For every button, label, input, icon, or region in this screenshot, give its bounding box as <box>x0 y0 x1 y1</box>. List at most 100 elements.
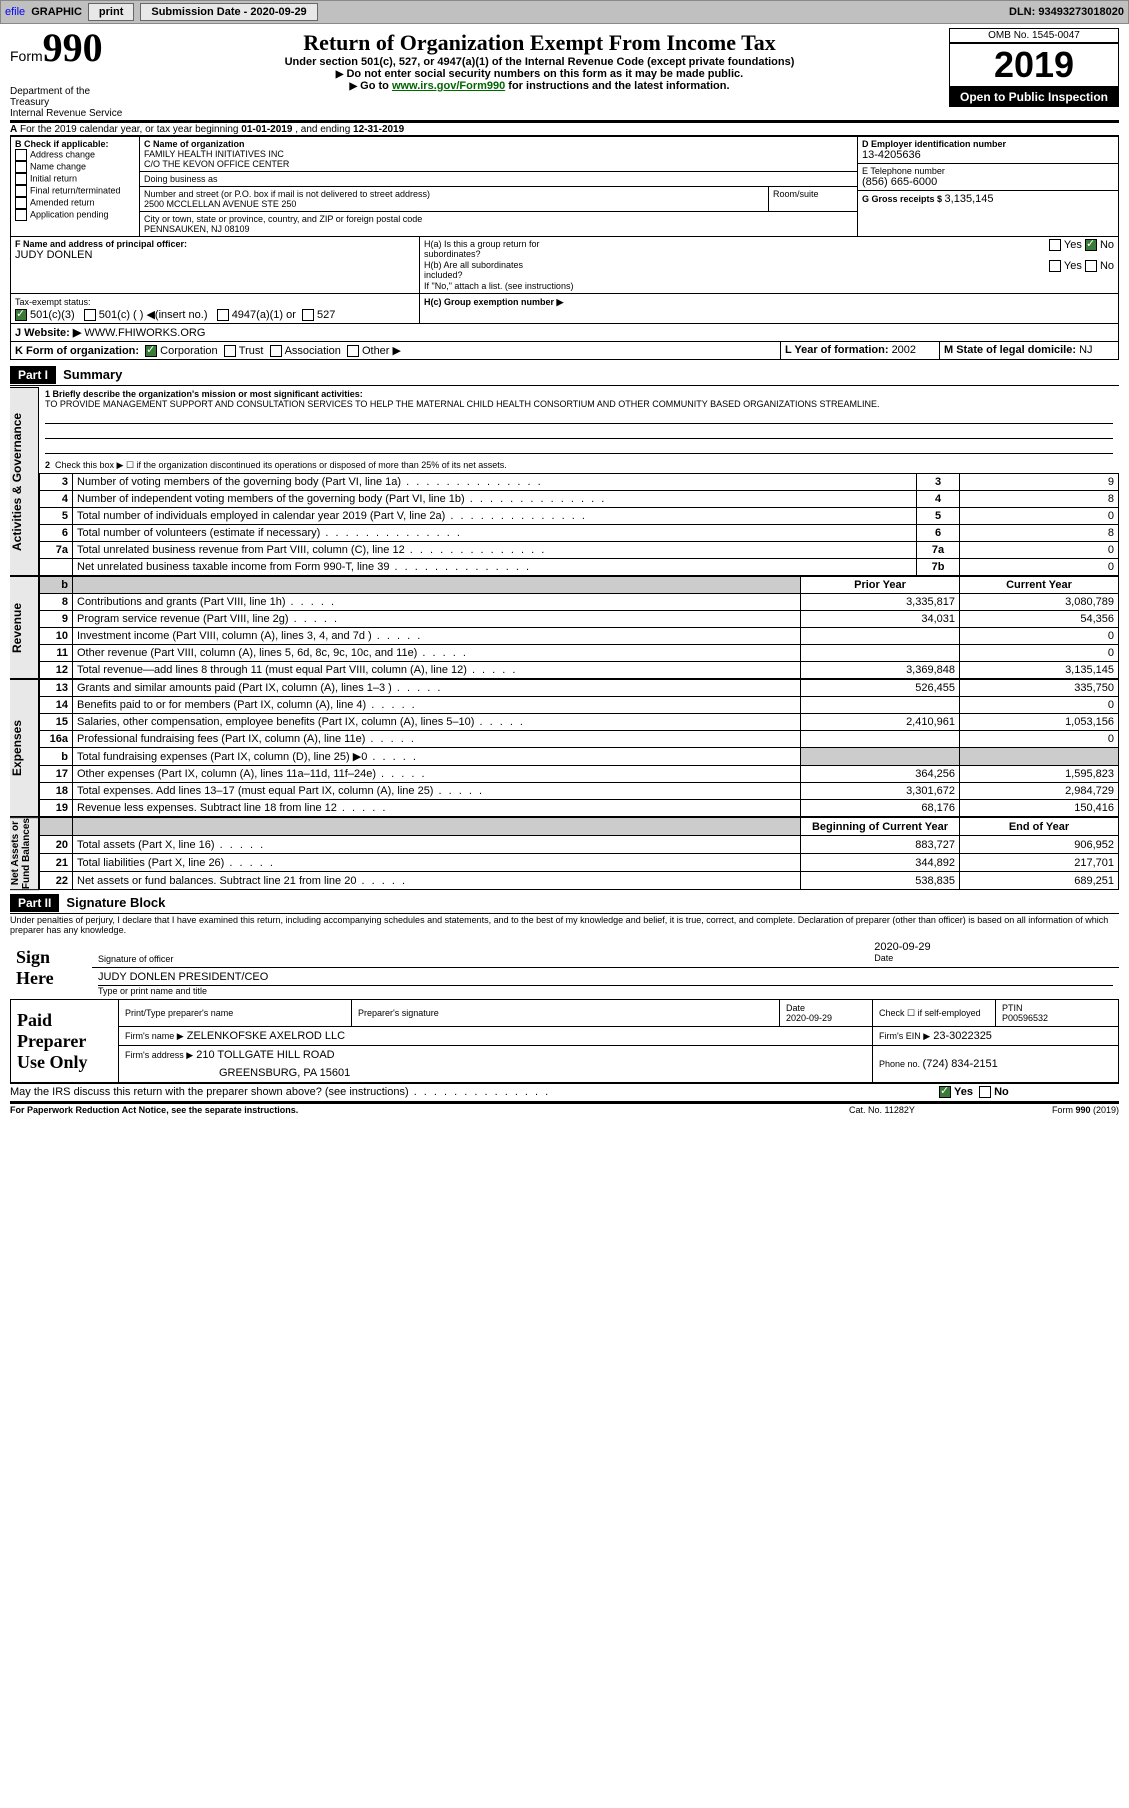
form-label: Form <box>10 48 43 64</box>
checkbox-final[interactable] <box>15 185 27 197</box>
sidetab-revenue: Revenue <box>10 576 39 679</box>
sig-officer-label: Signature of officer <box>98 954 862 964</box>
form-header: Form990 Department of the Treasury Inter… <box>10 28 1119 119</box>
table-revenue: bPrior YearCurrent Year 8Contributions a… <box>39 576 1119 679</box>
submission-button[interactable]: Submission Date - 2020-09-29 <box>140 3 317 21</box>
phone-label: E Telephone number <box>862 166 1114 176</box>
checkbox-ha-yes[interactable] <box>1049 239 1061 251</box>
firm-ein-label: Firm's EIN ▶ <box>879 1031 930 1041</box>
table-netassets: Beginning of Current YearEnd of Year 20T… <box>39 817 1119 890</box>
room-label: Room/suite <box>773 189 853 199</box>
self-employed-check: Check ☐ if self-employed <box>873 1000 996 1027</box>
gross-value: 3,135,145 <box>945 193 994 205</box>
firm-name-label: Firm's name ▶ <box>125 1031 184 1041</box>
table-expenses: 13Grants and similar amounts paid (Part … <box>39 679 1119 817</box>
firm-phone-label: Phone no. <box>879 1059 923 1069</box>
ein-label: D Employer identification number <box>862 139 1114 149</box>
form-number: 990 <box>43 25 103 70</box>
form-title: Return of Organization Exempt From Incom… <box>138 30 941 56</box>
phone: (856) 665-6000 <box>862 176 1114 188</box>
checkbox-initial[interactable] <box>15 173 27 185</box>
checkbox-corp[interactable] <box>145 345 157 357</box>
year-formation: 2002 <box>892 344 916 356</box>
firm-addr-label: Firm's address ▶ <box>125 1050 193 1060</box>
firm-name: ZELENKOFSKE AXELROD LLC <box>187 1030 345 1042</box>
checkbox-501c[interactable] <box>84 309 96 321</box>
firm-phone: (724) 834-2151 <box>923 1058 998 1070</box>
group-return-q: H(a) Is this a group return for subordin… <box>424 239 540 259</box>
line-a: A For the 2019 calendar year, or tax yea… <box>10 124 1119 135</box>
print-button[interactable]: print <box>88 3 134 21</box>
omb-number: OMB No. 1545-0047 <box>949 28 1119 43</box>
mission-label: 1 Briefly describe the organization's mi… <box>45 389 1113 399</box>
firm-addr: 210 TOLLGATE HILL ROAD <box>196 1049 334 1061</box>
website: WWW.FHIWORKS.ORG <box>84 327 205 339</box>
checkbox-name[interactable] <box>15 161 27 173</box>
sig-date: 2020-09-29 <box>874 941 1113 953</box>
part-i-body: Activities & Governance 1 Briefly descri… <box>10 387 1119 576</box>
firm-addr2: GREENSBURG, PA 15601 <box>119 1064 873 1083</box>
officer-name: JUDY DONLEN <box>15 249 415 261</box>
discuss-question: May the IRS discuss this return with the… <box>10 1086 409 1098</box>
sidetab-activities: Activities & Governance <box>10 387 39 576</box>
sig-name-label: Type or print name and title <box>98 986 1113 996</box>
sidetab-netassets: Net Assets or Fund Balances <box>10 817 39 890</box>
part-ii-header: Part II Signature Block <box>10 894 1119 912</box>
part-ii-title: Signature Block <box>66 895 165 910</box>
ptin: P00596532 <box>1002 1013 1112 1023</box>
open-inspection: Open to Public Inspection <box>949 87 1119 107</box>
gross-label: G Gross receipts $ <box>862 194 945 204</box>
preparer-date-label: Date <box>786 1003 866 1013</box>
checkbox-discuss-yes[interactable] <box>939 1086 951 1098</box>
current-year-header: Current Year <box>960 577 1119 594</box>
part-ii-label: Part II <box>10 894 59 912</box>
table-activities: 3Number of voting members of the governi… <box>39 473 1119 576</box>
street-label: Number and street (or P.O. box if mail i… <box>144 189 764 199</box>
form-page: Form990 Department of the Treasury Inter… <box>0 24 1129 1125</box>
subtitle-1: Under section 501(c), 527, or 4947(a)(1)… <box>138 56 941 68</box>
efile-link[interactable]: efile <box>5 6 25 18</box>
city: PENNSAUKEN, NJ 08109 <box>144 224 853 234</box>
checkbox-address[interactable] <box>15 149 27 161</box>
arrow-icon <box>336 68 347 80</box>
officer-label: F Name and address of principal officer: <box>15 239 415 249</box>
preparer-name-label: Print/Type preparer's name <box>125 1008 345 1018</box>
paid-preparer-block: Paid Preparer Use Only Print/Type prepar… <box>10 999 1119 1083</box>
checkbox-hb-no[interactable] <box>1085 260 1097 272</box>
part-i-title: Summary <box>63 367 122 382</box>
sign-here-label: Sign Here <box>10 937 92 999</box>
checkbox-pending[interactable] <box>15 209 27 221</box>
header-block: B Check if applicable: Address change Na… <box>10 135 1119 360</box>
checkbox-527[interactable] <box>302 309 314 321</box>
dln: DLN: 93493273018020 <box>1009 6 1124 18</box>
street: 2500 MCCLELLAN AVENUE STE 250 <box>144 199 764 209</box>
subordinates-q: H(b) Are all subordinates included? <box>424 260 523 280</box>
domicile: NJ <box>1079 344 1092 356</box>
sidetab-expenses: Expenses <box>10 679 39 817</box>
website-label: J Website: ▶ <box>15 327 81 339</box>
line2-text: Check this box ▶ ☐ if the organization d… <box>55 460 507 470</box>
checkbox-501c3[interactable] <box>15 309 27 321</box>
checkbox-assoc[interactable] <box>270 345 282 357</box>
checkbox-hb-yes[interactable] <box>1049 260 1061 272</box>
preparer-sig-label: Preparer's signature <box>358 1008 773 1018</box>
group-exemption: H(c) Group exemption number ▶ <box>424 297 563 307</box>
checkbox-ha-no[interactable] <box>1085 239 1097 251</box>
checkbox-trust[interactable] <box>224 345 236 357</box>
checkbox-other[interactable] <box>347 345 359 357</box>
section-b-label: B Check if applicable: <box>15 139 135 149</box>
efile-topbar: efile GRAPHIC print Submission Date - 20… <box>0 0 1129 24</box>
checkbox-4947[interactable] <box>217 309 229 321</box>
org-name: FAMILY HEALTH INITIATIVES INC <box>144 149 853 159</box>
ptin-label: PTIN <box>1002 1003 1112 1013</box>
checkbox-discuss-no[interactable] <box>979 1086 991 1098</box>
part-i-header: Part I Summary <box>10 366 1119 384</box>
ein: 13-4205636 <box>862 149 1114 161</box>
org-co: C/O THE KEVON OFFICE CENTER <box>144 159 853 169</box>
attach-list: If "No," attach a list. (see instruction… <box>424 281 1114 291</box>
end-year-header: End of Year <box>960 818 1119 836</box>
city-label: City or town, state or province, country… <box>144 214 853 224</box>
irs-link[interactable]: www.irs.gov/Form990 <box>392 80 505 92</box>
org-name-label: C Name of organization <box>144 139 853 149</box>
checkbox-amended[interactable] <box>15 197 27 209</box>
